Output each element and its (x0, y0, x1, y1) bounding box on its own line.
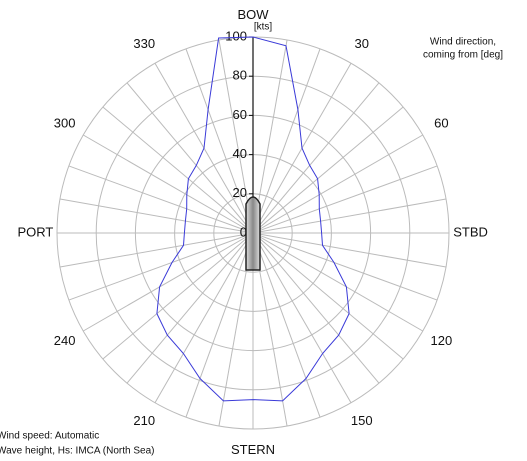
grid-spoke (68, 232, 254, 301)
grid-spoke (252, 48, 321, 234)
grid-spoke (252, 198, 447, 234)
r-unit: [kts] (254, 22, 273, 33)
angle-tick-label: 120 (431, 333, 453, 348)
r-tick-label: 80 (233, 68, 247, 83)
grid-spoke (126, 232, 254, 384)
annotation: coming from [deg] (423, 50, 503, 61)
angle-tick-label: PORT (17, 224, 53, 239)
grid: 0 20 40 60 80 100 (56, 28, 450, 430)
angle-tick-label: 210 (133, 413, 155, 428)
grid-spoke (185, 232, 254, 418)
angle-tick-label: 300 (54, 116, 76, 131)
angle-tick-label: 30 (355, 36, 369, 51)
annotation: Wind direction, (430, 37, 496, 48)
grid-spoke (252, 165, 438, 234)
grid-spoke (59, 198, 254, 234)
grid-spoke (252, 106, 404, 234)
grid-spoke (252, 232, 321, 418)
grid-spoke (59, 232, 254, 268)
annotation: Wind speed: Automatic (0, 431, 99, 442)
grid-spoke (185, 48, 254, 234)
grid-spoke (83, 232, 254, 332)
annotation: Wave height, Hs: IMCA (North Sea) (0, 446, 154, 457)
grid-spoke (252, 232, 423, 332)
grid-spoke (68, 165, 254, 234)
angle-tick-label: STBD (453, 224, 488, 239)
grid-spoke (252, 232, 438, 301)
r-tick-label: 60 (233, 107, 247, 122)
r-tick-label: 40 (233, 146, 247, 161)
grid-spoke (252, 232, 352, 403)
grid-spoke (252, 232, 447, 268)
grid-spoke (154, 232, 254, 403)
angle-tick-label: 60 (434, 116, 448, 131)
grid-spoke (252, 134, 423, 234)
r-tick-label: 0 (240, 224, 247, 239)
angle-tick-label: 330 (133, 36, 155, 51)
vessel (245, 196, 261, 271)
capability-line (156, 36, 350, 402)
grid-spoke (252, 82, 380, 234)
angle-tick-label: 150 (351, 413, 373, 428)
angle-tick-label: 240 (54, 333, 76, 348)
grid-spoke (102, 232, 254, 360)
marks (156, 36, 350, 402)
grid-spoke (126, 82, 254, 234)
angle-tick-label: STERN (231, 442, 275, 457)
grid-spoke (252, 232, 404, 360)
grid-spoke (252, 232, 380, 384)
grid-spoke (102, 106, 254, 234)
grid-spoke (83, 134, 254, 234)
angle-tick-label: BOW (237, 7, 269, 22)
r-tick-label: 100 (225, 28, 247, 43)
r-tick-label: 20 (233, 185, 247, 200)
